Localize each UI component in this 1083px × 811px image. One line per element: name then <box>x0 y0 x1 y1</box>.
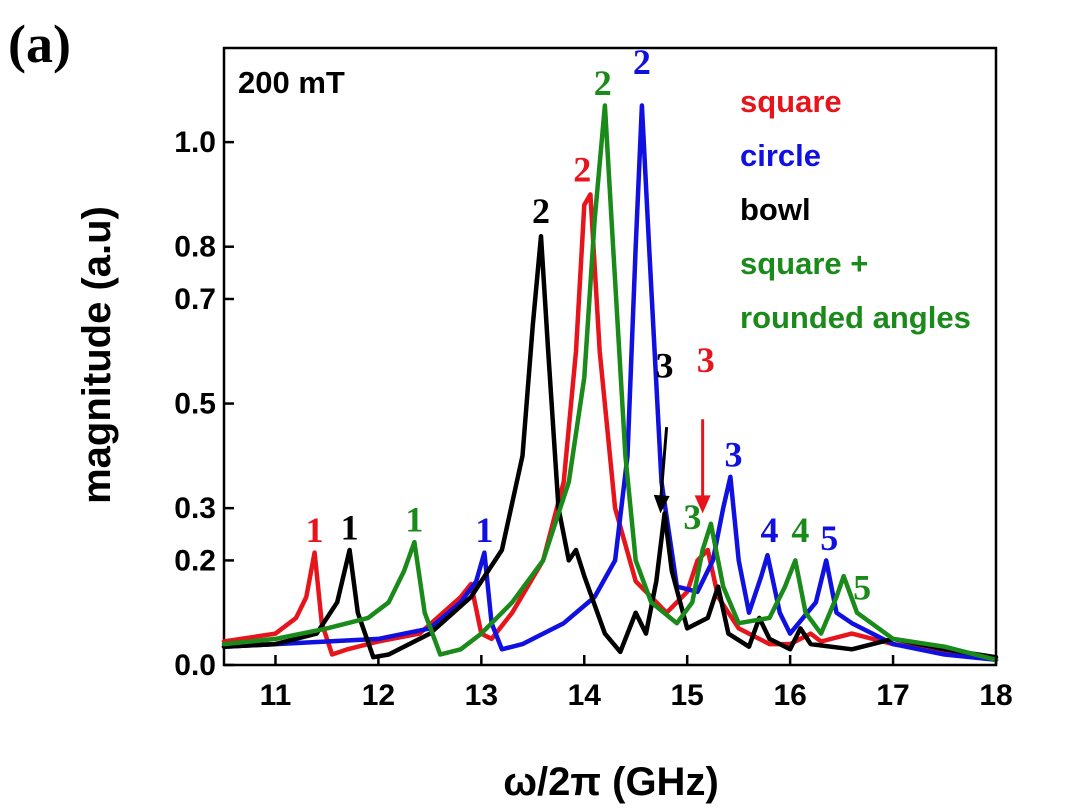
y-tick-label: 0.5 <box>174 388 216 421</box>
peak-label: 5 <box>853 568 871 608</box>
x-axis-title: ω/2π (GHz) <box>503 760 719 804</box>
y-tick-label: 0.0 <box>174 649 216 682</box>
y-tick-label: 0.2 <box>174 544 216 577</box>
peak-label: 3 <box>656 345 674 385</box>
legend-entry-circle: circle <box>740 138 821 173</box>
plot-area-border <box>222 46 998 667</box>
peak-label: 2 <box>594 63 612 103</box>
annotation-arrowhead <box>694 495 711 514</box>
series-layer <box>221 103 999 663</box>
peak-label: 5 <box>820 518 838 558</box>
axis-layer: 11 12 13 14 15 16 17 180.00.20.30.50.70.81.0 <box>174 126 1012 712</box>
x-tick-label: 12 <box>362 679 395 712</box>
peak-label: 1 <box>341 508 359 548</box>
peak-label: 3 <box>725 434 743 474</box>
y-axis-title: magnitude (a.u) <box>75 206 119 504</box>
y-tick-label: 0.3 <box>174 492 216 525</box>
series-line-bowl <box>221 233 999 660</box>
legend-entry-bowl: bowl <box>740 192 811 227</box>
peak-label: 1 <box>405 500 423 540</box>
y-tick-label: 0.8 <box>174 231 216 264</box>
peak-label: 3 <box>683 497 701 537</box>
annotation-arrowhead <box>653 494 670 514</box>
peak-label: 4 <box>791 510 809 550</box>
y-tick-label: 1.0 <box>174 126 216 159</box>
annotation-arrow <box>658 426 669 504</box>
peak-label: 1 <box>475 510 493 550</box>
panel-label: (a) <box>8 14 71 74</box>
peak-label: 2 <box>633 42 651 82</box>
x-tick-label: 16 <box>773 679 806 712</box>
peak-label: 4 <box>761 510 779 550</box>
legend-entry-square: square <box>740 84 842 119</box>
legend-entry-square-rounded: square + <box>740 246 868 281</box>
plot-frame <box>222 46 998 667</box>
x-tick-label: 11 <box>260 679 292 712</box>
series-line-square <box>221 192 999 663</box>
peak-label: 2 <box>573 149 591 189</box>
x-tick-label: 17 <box>876 679 909 712</box>
peak-label: 3 <box>697 340 715 380</box>
field-label: 200 mT <box>238 65 345 100</box>
legend-entry-rounded-angles: rounded angles <box>740 300 971 335</box>
peak-label: 1 <box>306 510 324 550</box>
series-line-square-rounded-angles <box>221 103 999 663</box>
legend: square circle bowl square + rounded angl… <box>740 84 971 335</box>
x-tick-label: 13 <box>465 679 498 712</box>
x-tick-label: 14 <box>568 679 602 712</box>
x-tick-label: 18 <box>979 679 1012 712</box>
y-tick-label: 0.7 <box>174 283 216 316</box>
peak-label: 2 <box>532 191 550 231</box>
x-tick-label: 15 <box>671 679 704 712</box>
